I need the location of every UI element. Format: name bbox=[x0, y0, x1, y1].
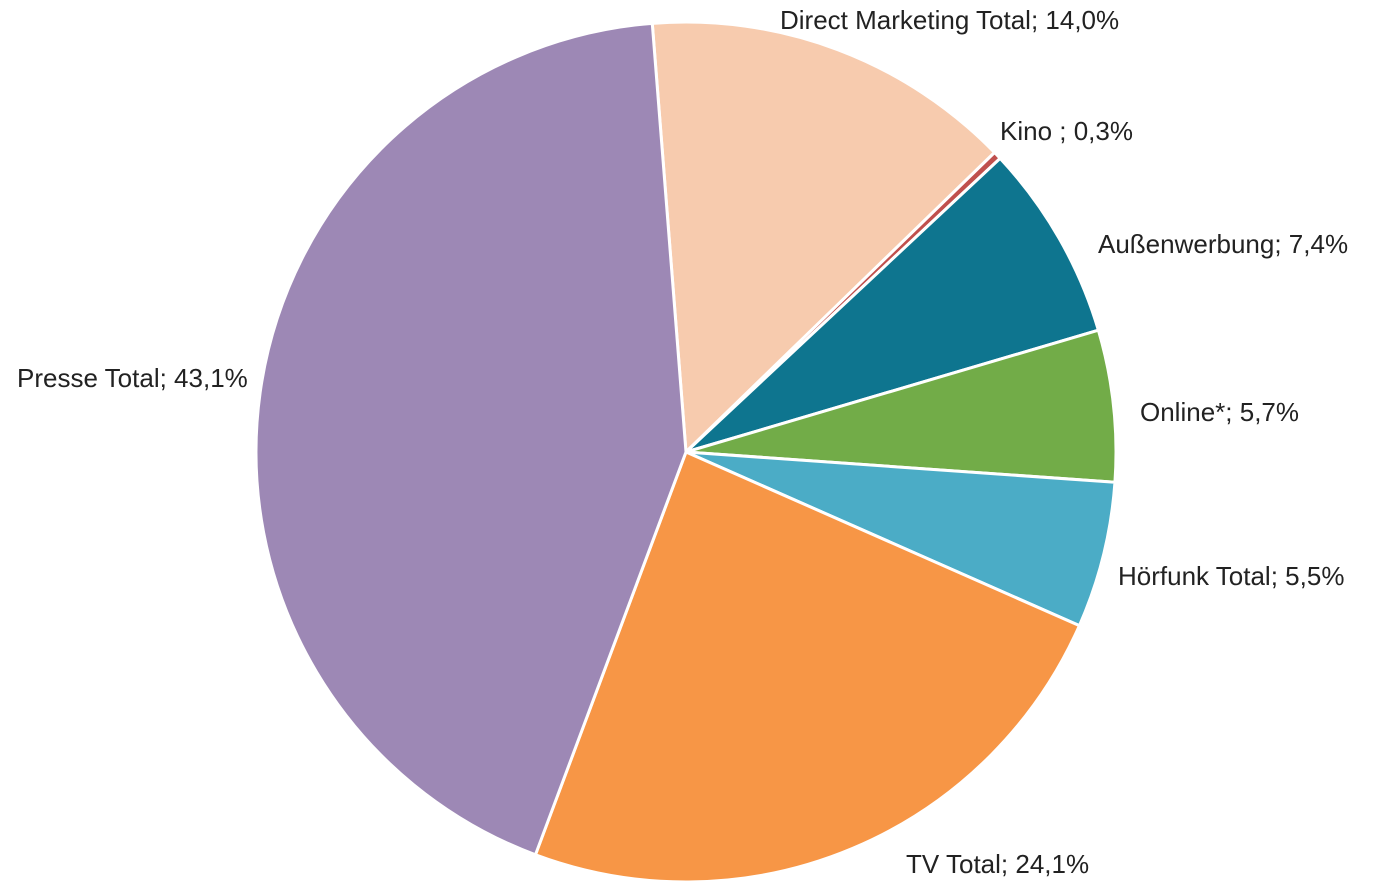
value-label: 7,4% bbox=[1289, 229, 1348, 259]
label-separator: ; bbox=[160, 363, 174, 393]
slice-label: Kino ; 0,3% bbox=[1000, 116, 1133, 146]
pie-slice bbox=[684, 156, 1100, 454]
category-label: Direct Marketing Total bbox=[780, 5, 1031, 35]
category-label: Presse Total bbox=[17, 363, 160, 393]
category-label: Online* bbox=[1140, 397, 1225, 427]
label-separator: ; bbox=[1271, 561, 1285, 591]
category-label: Hörfunk Total bbox=[1118, 561, 1271, 591]
value-label: 0,3% bbox=[1074, 116, 1133, 146]
label-separator: ; bbox=[1031, 5, 1045, 35]
label-separator: ; bbox=[1274, 229, 1288, 259]
label-separator: ; bbox=[1001, 849, 1015, 879]
value-label: 5,5% bbox=[1285, 561, 1344, 591]
category-label: TV Total bbox=[906, 849, 1001, 879]
pie-slice bbox=[684, 328, 1118, 484]
slice-label: Presse Total; 43,1% bbox=[17, 363, 248, 393]
slice-label: TV Total; 24,1% bbox=[906, 849, 1089, 879]
pie-slice bbox=[650, 20, 997, 454]
slice-label: Hörfunk Total; 5,5% bbox=[1118, 561, 1344, 591]
category-label: Außenwerbung bbox=[1098, 229, 1274, 259]
value-label: 5,7% bbox=[1240, 397, 1299, 427]
slice-label: Direct Marketing Total; 14,0% bbox=[780, 5, 1119, 35]
label-separator: ; bbox=[1059, 116, 1073, 146]
slice-label: Außenwerbung; 7,4% bbox=[1098, 229, 1348, 259]
slice-label: Online*; 5,7% bbox=[1140, 397, 1299, 427]
value-label: 14,0% bbox=[1045, 5, 1119, 35]
category-label: Kino bbox=[1000, 116, 1059, 146]
label-separator: ; bbox=[1225, 397, 1239, 427]
value-label: 24,1% bbox=[1015, 849, 1089, 879]
pie-slice bbox=[254, 21, 688, 857]
value-label: 43,1% bbox=[174, 363, 248, 393]
pie-slice bbox=[533, 450, 1081, 884]
pie-slice bbox=[684, 450, 1117, 628]
